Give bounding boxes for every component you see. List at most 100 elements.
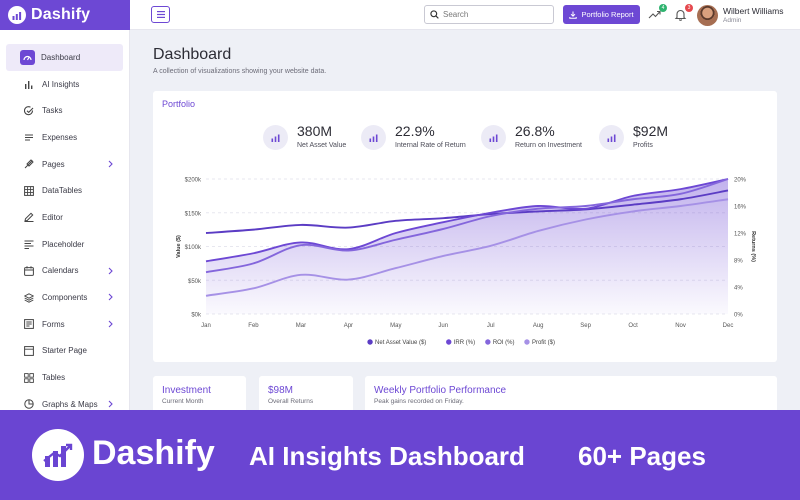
sidebar-item-label: Tables	[42, 373, 66, 383]
bar-chart-icon	[23, 79, 34, 90]
returns-sub: Overall Returns	[268, 398, 314, 405]
y2-tick-label: 8%	[734, 259, 743, 265]
kpi-value: 380M	[297, 123, 333, 139]
layers-icon	[23, 292, 34, 303]
pages-icon	[23, 159, 34, 170]
x-tick-label: Jun	[438, 323, 448, 329]
legend-label: ROI (%)	[493, 340, 515, 346]
promo-banner: Dashify AI Insights Dashboard 60+ Pages	[0, 410, 800, 500]
logo-icon	[32, 429, 84, 481]
search-icon	[430, 10, 439, 19]
x-tick-label: Sep	[580, 323, 591, 329]
weekly-sub: Peak gains recorded on Friday.	[374, 398, 464, 405]
sidebar-item-tasks[interactable]: Tasks	[6, 97, 123, 124]
kpi-value: 26.8%	[515, 123, 555, 139]
kpi-net-asset-value: 380M Net Asset Value	[263, 123, 346, 150]
portfolio-report-button[interactable]: Portfolio Report	[563, 5, 640, 24]
hamburger-icon	[156, 11, 165, 18]
forms-icon	[23, 319, 34, 330]
sidebar-item-label: Placeholder	[42, 239, 85, 249]
chevron-right-icon	[108, 320, 113, 328]
y2-tick-label: 12%	[734, 232, 747, 238]
x-tick-label: Oct	[628, 323, 638, 329]
bar-chart-icon	[361, 125, 386, 150]
weekly-performance-card: Weekly Portfolio Performance Peak gains …	[365, 376, 777, 416]
x-tick-label: Feb	[248, 323, 259, 329]
notifications-button[interactable]: 3	[674, 4, 693, 22]
kpi-irr: 22.9% Internal Rate of Return	[361, 123, 466, 150]
legend-marker	[446, 339, 452, 345]
sidebar-item-label: Pages	[42, 159, 65, 169]
portfolio-report-label: Portfolio Report	[581, 10, 634, 19]
y2-tick-label: 0%	[734, 313, 743, 319]
kpi-roi: 26.8% Return on Investment	[481, 123, 582, 150]
x-tick-label: Jan	[201, 323, 211, 329]
trend-button[interactable]: 4	[648, 4, 667, 22]
sidebar-item-datatables[interactable]: DataTables	[6, 177, 123, 204]
sidebar-item-forms[interactable]: Forms	[6, 311, 123, 338]
starter-page-icon	[23, 345, 34, 356]
avatar[interactable]	[697, 5, 718, 26]
sidebar-item-components[interactable]: Components	[6, 284, 123, 311]
table-icon	[23, 185, 34, 196]
sidebar-item-label: Expenses	[42, 132, 78, 142]
legend-label: IRR (%)	[454, 340, 475, 346]
sidebar-item-placeholder[interactable]: Placeholder	[6, 231, 123, 258]
sidebar: Dashboard AI Insights Tasks Expenses Pag…	[0, 30, 130, 410]
investment-title: Investment	[162, 385, 211, 396]
weekly-title: Weekly Portfolio Performance	[374, 385, 507, 396]
y-tick-label: $100k	[185, 245, 202, 251]
portfolio-chart: $0k $50k $100k $150k $200k 0% 4% 8% 12% 16% 20% Jan…	[176, 178, 756, 347]
y2-tick-label: 4%	[734, 286, 743, 292]
sidebar-item-starter-page[interactable]: Starter Page	[6, 338, 123, 365]
dashboard-icon	[20, 49, 35, 65]
legend-marker	[367, 339, 373, 345]
graphs-icon	[23, 399, 34, 410]
sidebar-item-dashboard[interactable]: Dashboard	[6, 44, 123, 71]
brand-logo[interactable]: Dashify	[0, 0, 130, 30]
sidebar-item-expenses[interactable]: Expenses	[6, 124, 123, 151]
calendar-icon	[23, 265, 34, 276]
legend-marker	[485, 339, 491, 345]
legend-marker	[524, 339, 530, 345]
menu-toggle-button[interactable]	[151, 6, 170, 23]
y-tick-label: $50k	[188, 279, 202, 285]
sidebar-item-label: AI Insights	[42, 79, 80, 89]
legend-label: Net Asset Value ($)	[375, 340, 426, 346]
legend-label: Profit ($)	[532, 340, 555, 346]
kpi-value: $92M	[633, 123, 669, 139]
banner-brand: Dashify	[92, 434, 215, 472]
sidebar-item-label: Starter Page	[42, 346, 87, 356]
bell-icon	[674, 9, 687, 21]
sidebar-item-label: Graphs & Maps	[42, 399, 98, 409]
sidebar-item-pages[interactable]: Pages	[6, 151, 123, 178]
x-tick-label: Nov	[675, 323, 686, 329]
investment-card: Investment Current Month	[153, 376, 246, 416]
notification-badge: 3	[685, 4, 693, 12]
chevron-right-icon	[108, 160, 113, 168]
sidebar-item-ai-insights[interactable]: AI Insights	[6, 71, 123, 98]
banner-title: AI Insights Dashboard	[249, 441, 525, 471]
kpi-profits: $92M Profits	[599, 123, 668, 150]
user-name[interactable]: Wilbert Williams	[723, 6, 784, 16]
search-box[interactable]	[424, 5, 554, 24]
logo-icon	[8, 6, 26, 24]
page-title: Dashboard	[153, 46, 232, 63]
kpi-label: Return on Investment	[515, 142, 582, 149]
search-input[interactable]	[443, 10, 543, 19]
sidebar-item-calendars[interactable]: Calendars	[6, 258, 123, 285]
sidebar-item-label: Editor	[42, 212, 63, 222]
sidebar-item-graphs-maps[interactable]: Graphs & Maps	[6, 391, 123, 418]
series-line-2	[205, 178, 729, 274]
sidebar-item-editor[interactable]: Editor	[6, 204, 123, 231]
kpi-label: Profits	[633, 142, 653, 149]
trend-badge: 4	[659, 4, 667, 12]
download-icon	[569, 11, 578, 19]
portfolio-title: Portfolio	[162, 99, 196, 109]
page-subtitle: A collection of visualizations showing y…	[153, 68, 327, 75]
y-axis-title: Value ($)	[176, 235, 182, 258]
y-tick-label: $0k	[191, 313, 202, 319]
kpi-label: Internal Rate of Return	[395, 142, 466, 149]
x-tick-label: Dec	[723, 323, 734, 329]
sidebar-item-tables[interactable]: Tables	[6, 364, 123, 391]
